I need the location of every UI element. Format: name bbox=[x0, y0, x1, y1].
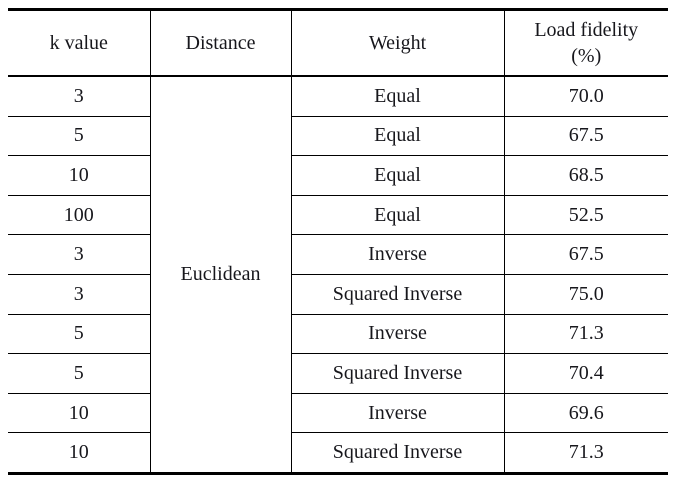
cell-load-fidelity: 71.3 bbox=[504, 432, 668, 474]
cell-load-fidelity: 70.4 bbox=[504, 353, 668, 394]
cell-weight: Squared Inverse bbox=[291, 274, 505, 315]
cell-k-value: 10 bbox=[8, 432, 151, 474]
table-row: 100 Equal 52.5 bbox=[8, 195, 668, 236]
cell-k-value: 10 bbox=[8, 155, 151, 196]
cell-load-fidelity: 75.0 bbox=[504, 274, 668, 315]
cell-weight: Squared Inverse bbox=[291, 353, 505, 394]
cell-distance-merged: Euclidean bbox=[149, 76, 292, 474]
load-fidelity-label-line1: Load fidelity bbox=[534, 19, 639, 41]
cell-weight: Equal bbox=[291, 116, 505, 157]
table-row: 5 Inverse 71.3 bbox=[8, 314, 668, 355]
cell-load-fidelity: 69.6 bbox=[504, 393, 668, 434]
cell-load-fidelity: 71.3 bbox=[504, 314, 668, 355]
cell-weight: Inverse bbox=[291, 393, 505, 434]
cell-k-value: 3 bbox=[8, 274, 151, 315]
cell-weight: Inverse bbox=[291, 234, 505, 275]
cell-load-fidelity: 67.5 bbox=[504, 116, 668, 157]
cell-k-value: 5 bbox=[8, 353, 151, 394]
table-row: 5 Squared Inverse 70.4 bbox=[8, 353, 668, 394]
col-header-distance: Distance bbox=[150, 9, 292, 77]
cell-k-value: 3 bbox=[8, 234, 151, 275]
cell-k-value: 100 bbox=[8, 195, 151, 236]
col-header-weight: Weight bbox=[291, 9, 505, 77]
cell-weight: Inverse bbox=[291, 314, 505, 355]
col-header-load-fidelity: Load fidelity (%) bbox=[504, 9, 668, 77]
results-table: k value Distance Weight Load fidelity (%… bbox=[8, 8, 668, 475]
cell-k-value: 3 bbox=[8, 76, 151, 117]
cell-k-value: 5 bbox=[8, 116, 151, 157]
table-row: 3 Inverse 67.5 bbox=[8, 234, 668, 275]
cell-k-value: 10 bbox=[8, 393, 151, 434]
cell-weight: Equal bbox=[291, 195, 505, 236]
cell-weight: Equal bbox=[291, 155, 505, 196]
col-header-k-value: k value bbox=[8, 9, 151, 77]
header-row: k value Distance Weight Load fidelity (%… bbox=[8, 9, 668, 77]
cell-weight: Equal bbox=[291, 76, 505, 117]
cell-k-value: 5 bbox=[8, 314, 151, 355]
table-row: 3 Euclidean Equal 70.0 bbox=[8, 76, 668, 474]
table-row: 5 Equal 67.5 bbox=[8, 116, 668, 157]
table-row: 10 Squared Inverse 71.3 bbox=[8, 432, 668, 474]
cell-weight: Squared Inverse bbox=[291, 432, 505, 474]
load-fidelity-label-line2: (%) bbox=[571, 45, 602, 67]
cell-load-fidelity: 67.5 bbox=[504, 234, 668, 275]
table-row: 10 Equal 68.5 bbox=[8, 155, 668, 196]
table-row: 3 Squared Inverse 75.0 bbox=[8, 274, 668, 315]
table-row: 10 Inverse 69.6 bbox=[8, 393, 668, 434]
cell-load-fidelity: 52.5 bbox=[504, 195, 668, 236]
cell-load-fidelity: 70.0 bbox=[504, 76, 668, 117]
cell-load-fidelity: 68.5 bbox=[504, 155, 668, 196]
